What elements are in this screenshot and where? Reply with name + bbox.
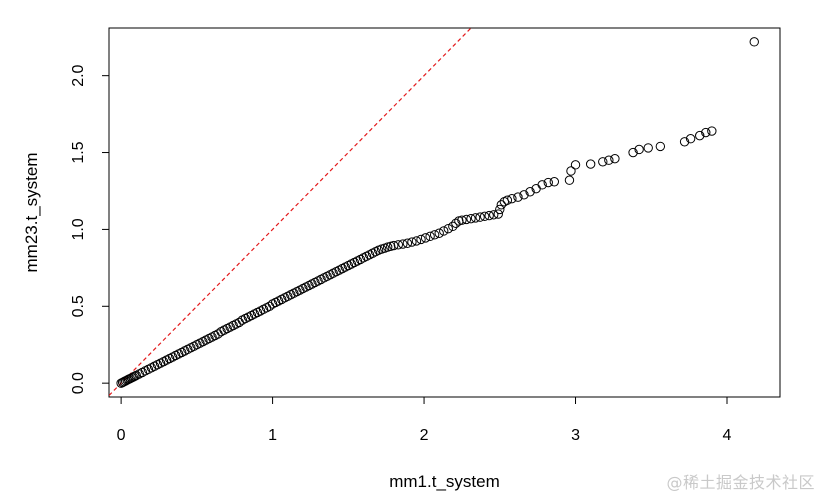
x-tick-label: 0 xyxy=(117,427,126,444)
data-point xyxy=(685,134,696,144)
data-point xyxy=(429,230,440,240)
data-point xyxy=(749,37,759,47)
data-point xyxy=(439,226,449,236)
data-point xyxy=(398,239,408,249)
data-point xyxy=(707,126,717,136)
data-point xyxy=(549,177,560,187)
reference-line xyxy=(109,28,472,396)
data-point xyxy=(416,234,426,245)
data-point xyxy=(655,141,666,152)
data-point xyxy=(407,237,417,247)
data-point xyxy=(513,192,523,202)
watermark: @稀土掘金技术社区 xyxy=(666,473,815,492)
data-point xyxy=(598,157,608,167)
y-tick-label: 0.5 xyxy=(70,295,87,317)
data-point xyxy=(493,209,503,219)
data-point xyxy=(566,166,576,176)
data-point xyxy=(466,213,476,224)
data-point xyxy=(570,160,581,170)
data-point xyxy=(475,212,485,222)
data-point xyxy=(643,143,653,153)
data-point xyxy=(425,231,435,242)
data-point xyxy=(389,240,399,251)
x-tick-label: 2 xyxy=(420,427,429,444)
data-point xyxy=(585,159,596,169)
data-point xyxy=(502,195,513,205)
data-point xyxy=(130,371,140,381)
data-point xyxy=(496,200,507,210)
data-point xyxy=(543,177,553,188)
data-point xyxy=(519,190,529,200)
data-point xyxy=(402,238,413,248)
data-point xyxy=(420,233,431,243)
data-point xyxy=(457,215,467,225)
data-point xyxy=(434,228,444,238)
data-point xyxy=(461,214,472,225)
data-point xyxy=(495,204,505,215)
data-point xyxy=(411,236,422,246)
y-tick-label: 0.0 xyxy=(70,372,87,394)
y-tick-label: 1.0 xyxy=(70,218,87,240)
data-point xyxy=(604,155,614,165)
y-tick-label: 1.5 xyxy=(70,141,87,163)
data-point xyxy=(484,210,494,221)
y-axis: 0.0 0.5 1.0 1.5 2.0 xyxy=(70,64,110,394)
x-tick-label: 4 xyxy=(723,427,732,444)
data-point xyxy=(695,130,705,141)
data-point xyxy=(537,180,547,190)
data-point xyxy=(443,223,453,234)
x-axis-title: mm1.t_system xyxy=(389,472,500,491)
data-point xyxy=(679,137,690,147)
data-point xyxy=(525,187,535,197)
x-tick-label: 1 xyxy=(268,427,277,444)
data-point xyxy=(507,193,517,204)
x-tick-label: 3 xyxy=(571,427,580,444)
data-point xyxy=(448,221,458,232)
data-point xyxy=(489,210,499,220)
data-point xyxy=(564,175,575,185)
y-tick-label: 2.0 xyxy=(70,64,87,86)
x-axis: 0 1 2 3 4 xyxy=(117,396,732,444)
data-point xyxy=(451,218,461,228)
data-point xyxy=(610,153,620,164)
y-axis-title: mm23.t_system xyxy=(22,153,41,273)
data-point xyxy=(628,147,638,158)
data-point xyxy=(470,213,481,223)
data-point xyxy=(701,127,711,138)
data-point xyxy=(393,240,404,250)
data-point xyxy=(479,211,490,222)
data-point xyxy=(634,144,644,155)
